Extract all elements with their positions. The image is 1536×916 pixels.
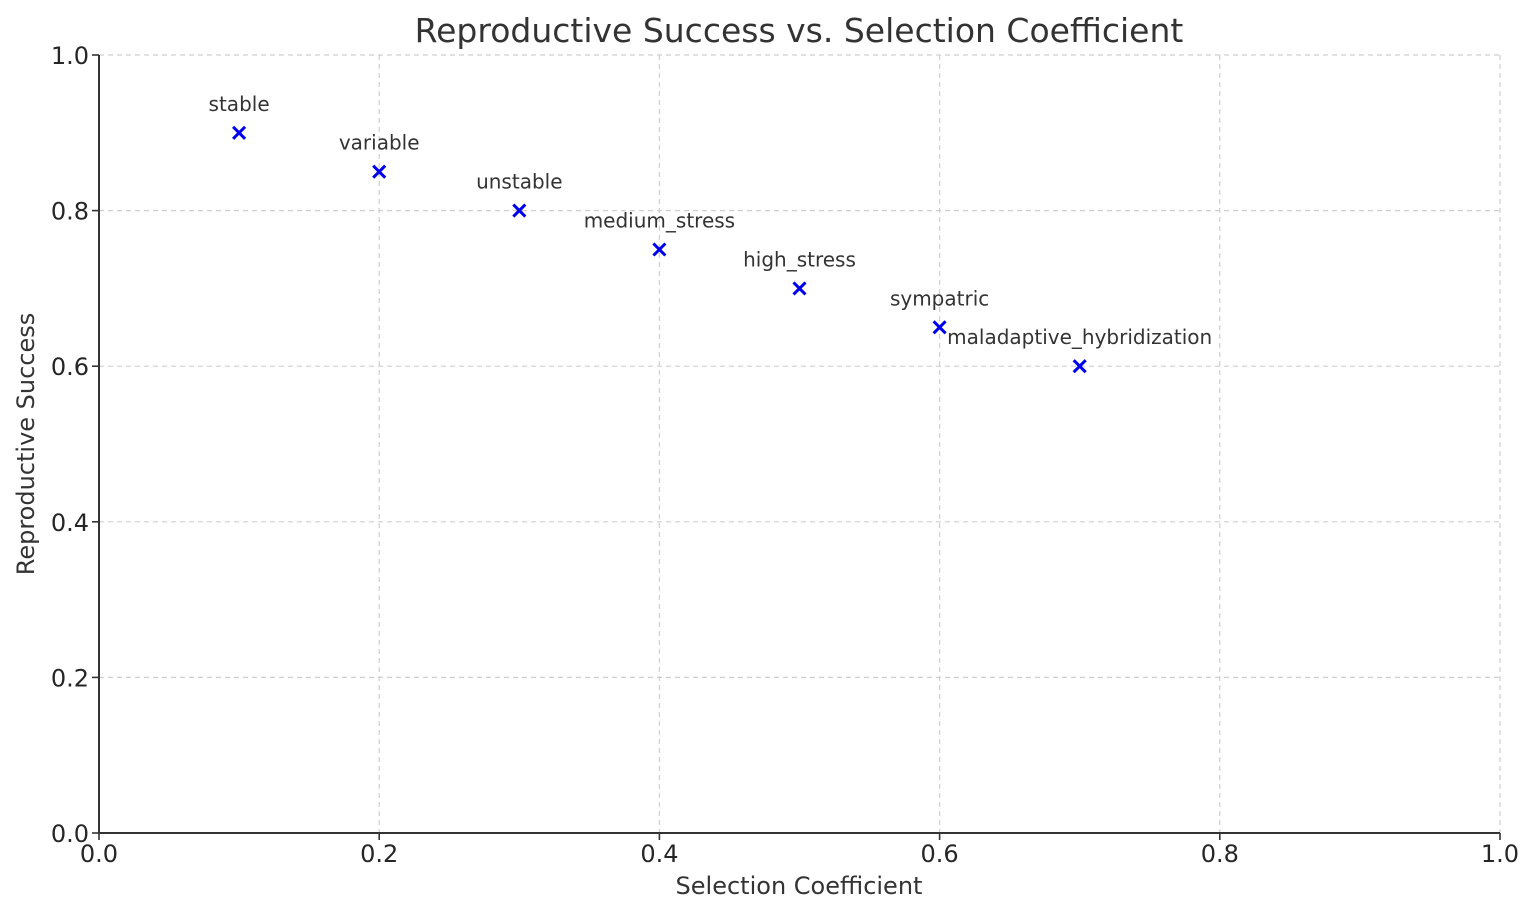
x-marker-stroke <box>932 320 947 335</box>
x-marker-stroke <box>1072 359 1087 374</box>
x-tick-label: 0.8 <box>1201 840 1239 868</box>
y-tick-label: 0.0 <box>51 820 89 848</box>
point-label: unstable <box>476 170 562 194</box>
y-tick-label: 0.2 <box>51 664 89 692</box>
data-point-stable <box>232 125 247 140</box>
y-axis-label: Reproductive Success <box>12 313 40 576</box>
x-marker-stroke <box>232 125 247 140</box>
x-marker-stroke <box>372 164 387 179</box>
data-point-variable <box>372 164 387 179</box>
data-point-sympatric <box>932 320 947 335</box>
x-marker-stroke <box>792 281 807 296</box>
point-label: high_stress <box>743 247 856 271</box>
point-labels: stable variable unstable medium_stress high_… <box>209 92 1213 349</box>
y-tick-label: 1.0 <box>51 42 89 70</box>
x-tick-label: 0.4 <box>640 840 678 868</box>
axes <box>98 55 1500 834</box>
ticks: 0.0 0.2 0.4 0.6 0.8 1.0 0.0 0.2 0.4 0.6 0.8 1.0 <box>51 42 1519 868</box>
data-point-high-stress <box>792 281 807 296</box>
x-tick-label: 0.2 <box>360 840 398 868</box>
x-tick-label: 0.0 <box>80 840 118 868</box>
point-label: sympatric <box>890 286 989 310</box>
point-label: stable <box>209 92 270 116</box>
chart-title: Reproductive Success vs. Selection Coeff… <box>415 11 1184 50</box>
x-axis-label: Selection Coefficient <box>676 872 923 900</box>
data-point-maladaptive-hybridization <box>1072 359 1087 374</box>
x-tick-label: 1.0 <box>1481 840 1519 868</box>
point-label: medium_stress <box>584 209 735 233</box>
x-marker-stroke <box>512 203 527 218</box>
y-tick-label: 0.4 <box>51 509 89 537</box>
data-point-unstable <box>512 203 527 218</box>
x-marker-stroke <box>652 242 667 257</box>
data-points <box>232 125 1087 374</box>
y-tick-label: 0.6 <box>51 353 89 381</box>
x-tick-label: 0.6 <box>921 840 959 868</box>
y-tick-label: 0.8 <box>51 198 89 226</box>
point-label: maladaptive_hybridization <box>947 325 1212 349</box>
data-point-medium-stress <box>652 242 667 257</box>
point-label: variable <box>339 131 420 155</box>
